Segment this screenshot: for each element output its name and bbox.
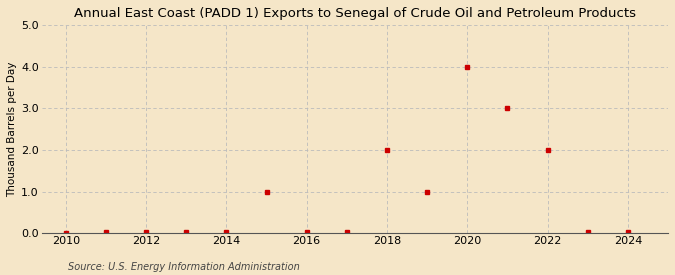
Y-axis label: Thousand Barrels per Day: Thousand Barrels per Day: [7, 62, 17, 197]
Title: Annual East Coast (PADD 1) Exports to Senegal of Crude Oil and Petroleum Product: Annual East Coast (PADD 1) Exports to Se…: [74, 7, 636, 20]
Text: Source: U.S. Energy Information Administration: Source: U.S. Energy Information Administ…: [68, 262, 299, 272]
